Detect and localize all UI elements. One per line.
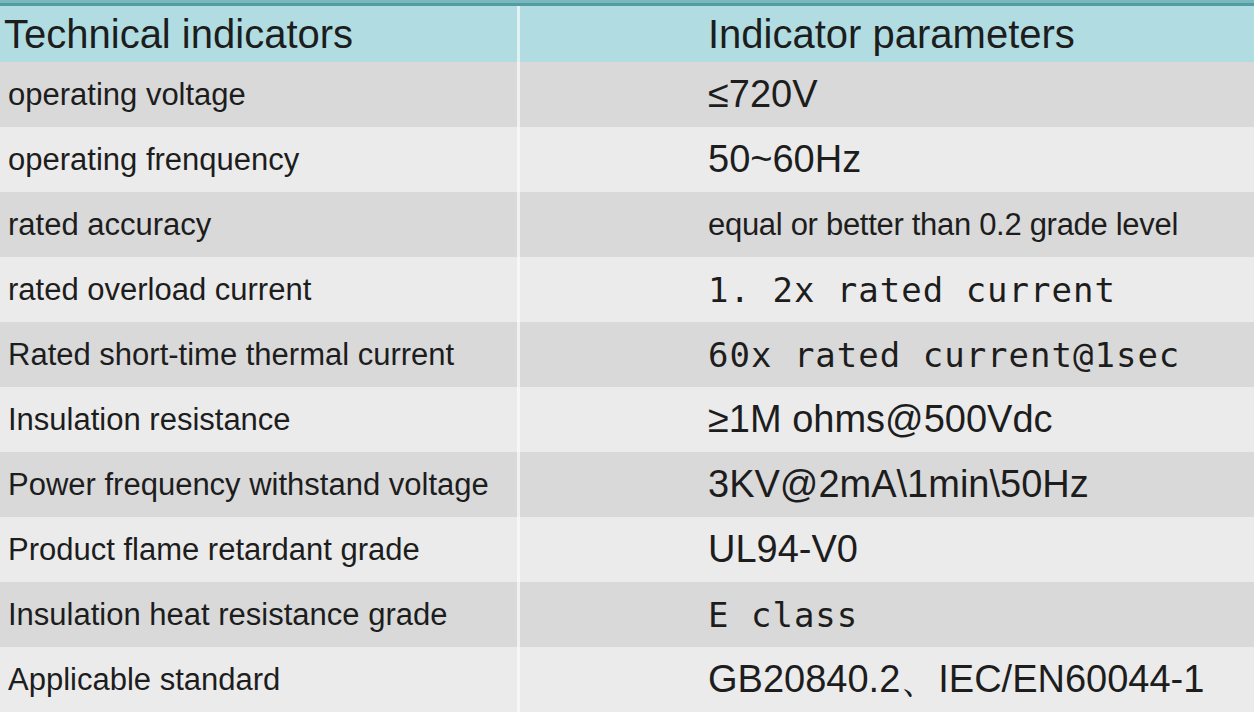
indicator-cell: Power frequency withstand voltage <box>0 452 517 517</box>
row-insulation-resistance: Insulation resistance ≥1M ohms@500Vdc <box>0 387 1254 452</box>
parameter-cell: 1. 2x rated current <box>517 257 1254 322</box>
indicator-cell: operating voltage <box>0 62 517 127</box>
parameter-cell: GB20840.2、IEC/EN60044-1 <box>517 647 1254 712</box>
parameter-cell: ≤720V <box>517 62 1254 127</box>
parameter-cell: UL94-V0 <box>517 517 1254 582</box>
row-operating-frequency: operating frenquency 50~60Hz <box>0 127 1254 192</box>
row-product-flame-retardant-grade: Product flame retardant grade UL94-V0 <box>0 517 1254 582</box>
row-operating-voltage: operating voltage ≤720V <box>0 62 1254 127</box>
table-header-row: Technical indicators Indicator parameter… <box>0 6 1254 62</box>
indicator-cell: rated overload current <box>0 257 517 322</box>
table-body: operating voltage ≤720V operating frenqu… <box>0 62 1254 712</box>
parameter-cell: E class <box>517 582 1254 647</box>
row-rated-accuracy: rated accuracy equal or better than 0.2 … <box>0 192 1254 257</box>
indicator-cell: Insulation heat resistance grade <box>0 582 517 647</box>
parameter-cell: ≥1M ohms@500Vdc <box>517 387 1254 452</box>
indicator-cell: Applicable standard <box>0 647 517 712</box>
row-applicable-standard: Applicable standard GB20840.2、IEC/EN6004… <box>0 647 1254 712</box>
indicator-cell: rated accuracy <box>0 192 517 257</box>
indicator-cell: Product flame retardant grade <box>0 517 517 582</box>
indicator-cell: operating frenquency <box>0 127 517 192</box>
row-rated-short-time-thermal-current: Rated short-time thermal current 60x rat… <box>0 322 1254 387</box>
row-insulation-heat-resistance-grade: Insulation heat resistance grade E class <box>0 582 1254 647</box>
header-cell-indicator-parameters: Indicator parameters <box>517 6 1254 62</box>
header-cell-technical-indicators: Technical indicators <box>0 6 517 62</box>
parameter-cell: 60x rated current@1sec <box>517 322 1254 387</box>
parameter-cell: equal or better than 0.2 grade level <box>517 192 1254 257</box>
parameter-cell: 50~60Hz <box>517 127 1254 192</box>
row-rated-overload-current: rated overload current 1. 2x rated curre… <box>0 257 1254 322</box>
spec-table-page: Technical indicators Indicator parameter… <box>0 0 1254 712</box>
indicator-cell: Rated short-time thermal current <box>0 322 517 387</box>
parameter-cell: 3KV@2mA\1min\50Hz <box>517 452 1254 517</box>
indicator-cell: Insulation resistance <box>0 387 517 452</box>
row-power-frequency-withstand-voltage: Power frequency withstand voltage 3KV@2m… <box>0 452 1254 517</box>
